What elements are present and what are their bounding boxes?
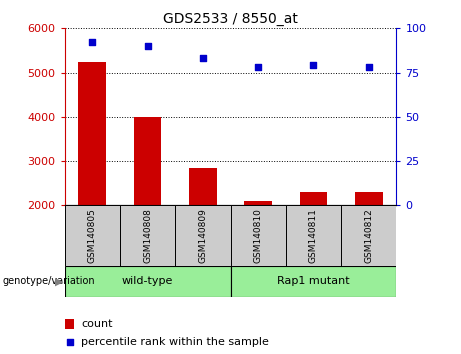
Bar <box>355 192 383 294</box>
Text: genotype/variation: genotype/variation <box>2 276 95 286</box>
Text: wild-type: wild-type <box>122 276 173 286</box>
Bar <box>120 205 175 266</box>
Text: count: count <box>81 319 112 329</box>
Point <box>89 40 96 45</box>
Text: GSM140809: GSM140809 <box>198 208 207 263</box>
Text: GSM140810: GSM140810 <box>254 208 263 263</box>
Text: GSM140812: GSM140812 <box>364 208 373 263</box>
Bar <box>286 205 341 266</box>
Bar <box>230 205 286 266</box>
Text: GSM140805: GSM140805 <box>88 208 97 263</box>
Text: GSM140811: GSM140811 <box>309 208 318 263</box>
Point <box>254 64 262 70</box>
Bar <box>65 319 75 329</box>
Bar <box>244 201 272 294</box>
Bar <box>65 266 230 297</box>
Bar <box>78 62 106 294</box>
Text: Rap1 mutant: Rap1 mutant <box>277 276 350 286</box>
Point <box>365 64 372 70</box>
Bar <box>341 205 396 266</box>
Point <box>144 43 151 49</box>
Bar <box>175 205 230 266</box>
Text: ▶: ▶ <box>55 276 63 286</box>
Point <box>310 63 317 68</box>
Bar <box>300 192 327 294</box>
Bar <box>230 266 396 297</box>
Text: GSM140808: GSM140808 <box>143 208 152 263</box>
Bar <box>189 168 217 294</box>
Bar <box>65 205 120 266</box>
Title: GDS2533 / 8550_at: GDS2533 / 8550_at <box>163 12 298 26</box>
Point <box>66 339 73 344</box>
Bar <box>134 117 161 294</box>
Text: percentile rank within the sample: percentile rank within the sample <box>81 337 269 347</box>
Point <box>199 56 207 61</box>
